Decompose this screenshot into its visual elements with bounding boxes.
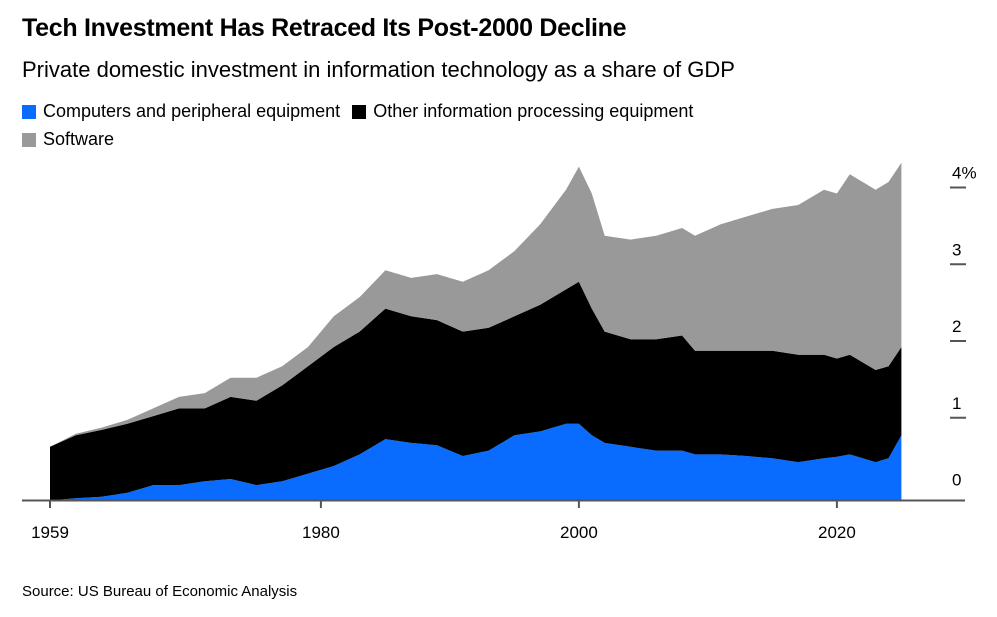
legend-swatch-software [22,132,36,147]
x-tick-label-1980: 1980 [302,523,340,542]
legend-item-software: Software [22,129,114,150]
legend-label-other: Other information processing equipment [373,101,694,121]
x-tick-label-2000: 2000 [560,523,598,542]
chart-subtitle: Private domestic investment in informati… [22,57,735,82]
y-tick-label-1: 1 [952,394,961,413]
legend-swatch-computers [22,104,36,119]
area-series-1 [50,423,902,501]
area-series-2 [50,281,902,501]
legend-label-computers: Computers and peripheral equipment [43,101,341,121]
source-note: Source: US Bureau of Economic Analysis [22,583,298,600]
x-tick-label-2020: 2020 [818,523,856,542]
chart-title: Tech Investment Has Retraced Its Post-20… [22,14,627,42]
legend-item-other: Other information processing equipment [352,101,693,122]
x-tick-label-1959: 1959 [31,523,69,542]
y-tick-label-4: 4% [952,164,977,183]
y-tick-label-3: 3 [952,240,961,259]
legend-swatch-other [352,104,367,119]
legend-row-2: Software [22,129,126,150]
area-series-3 [50,162,902,447]
legend-label-software: Software [43,129,115,149]
legend-item-computers: Computers and peripheral equipment [22,101,340,122]
y-tick-label-0: 0 [952,471,961,490]
legend-row-1: Computers and peripheral equipment Other… [22,101,705,122]
y-tick-label-2: 2 [952,317,961,336]
